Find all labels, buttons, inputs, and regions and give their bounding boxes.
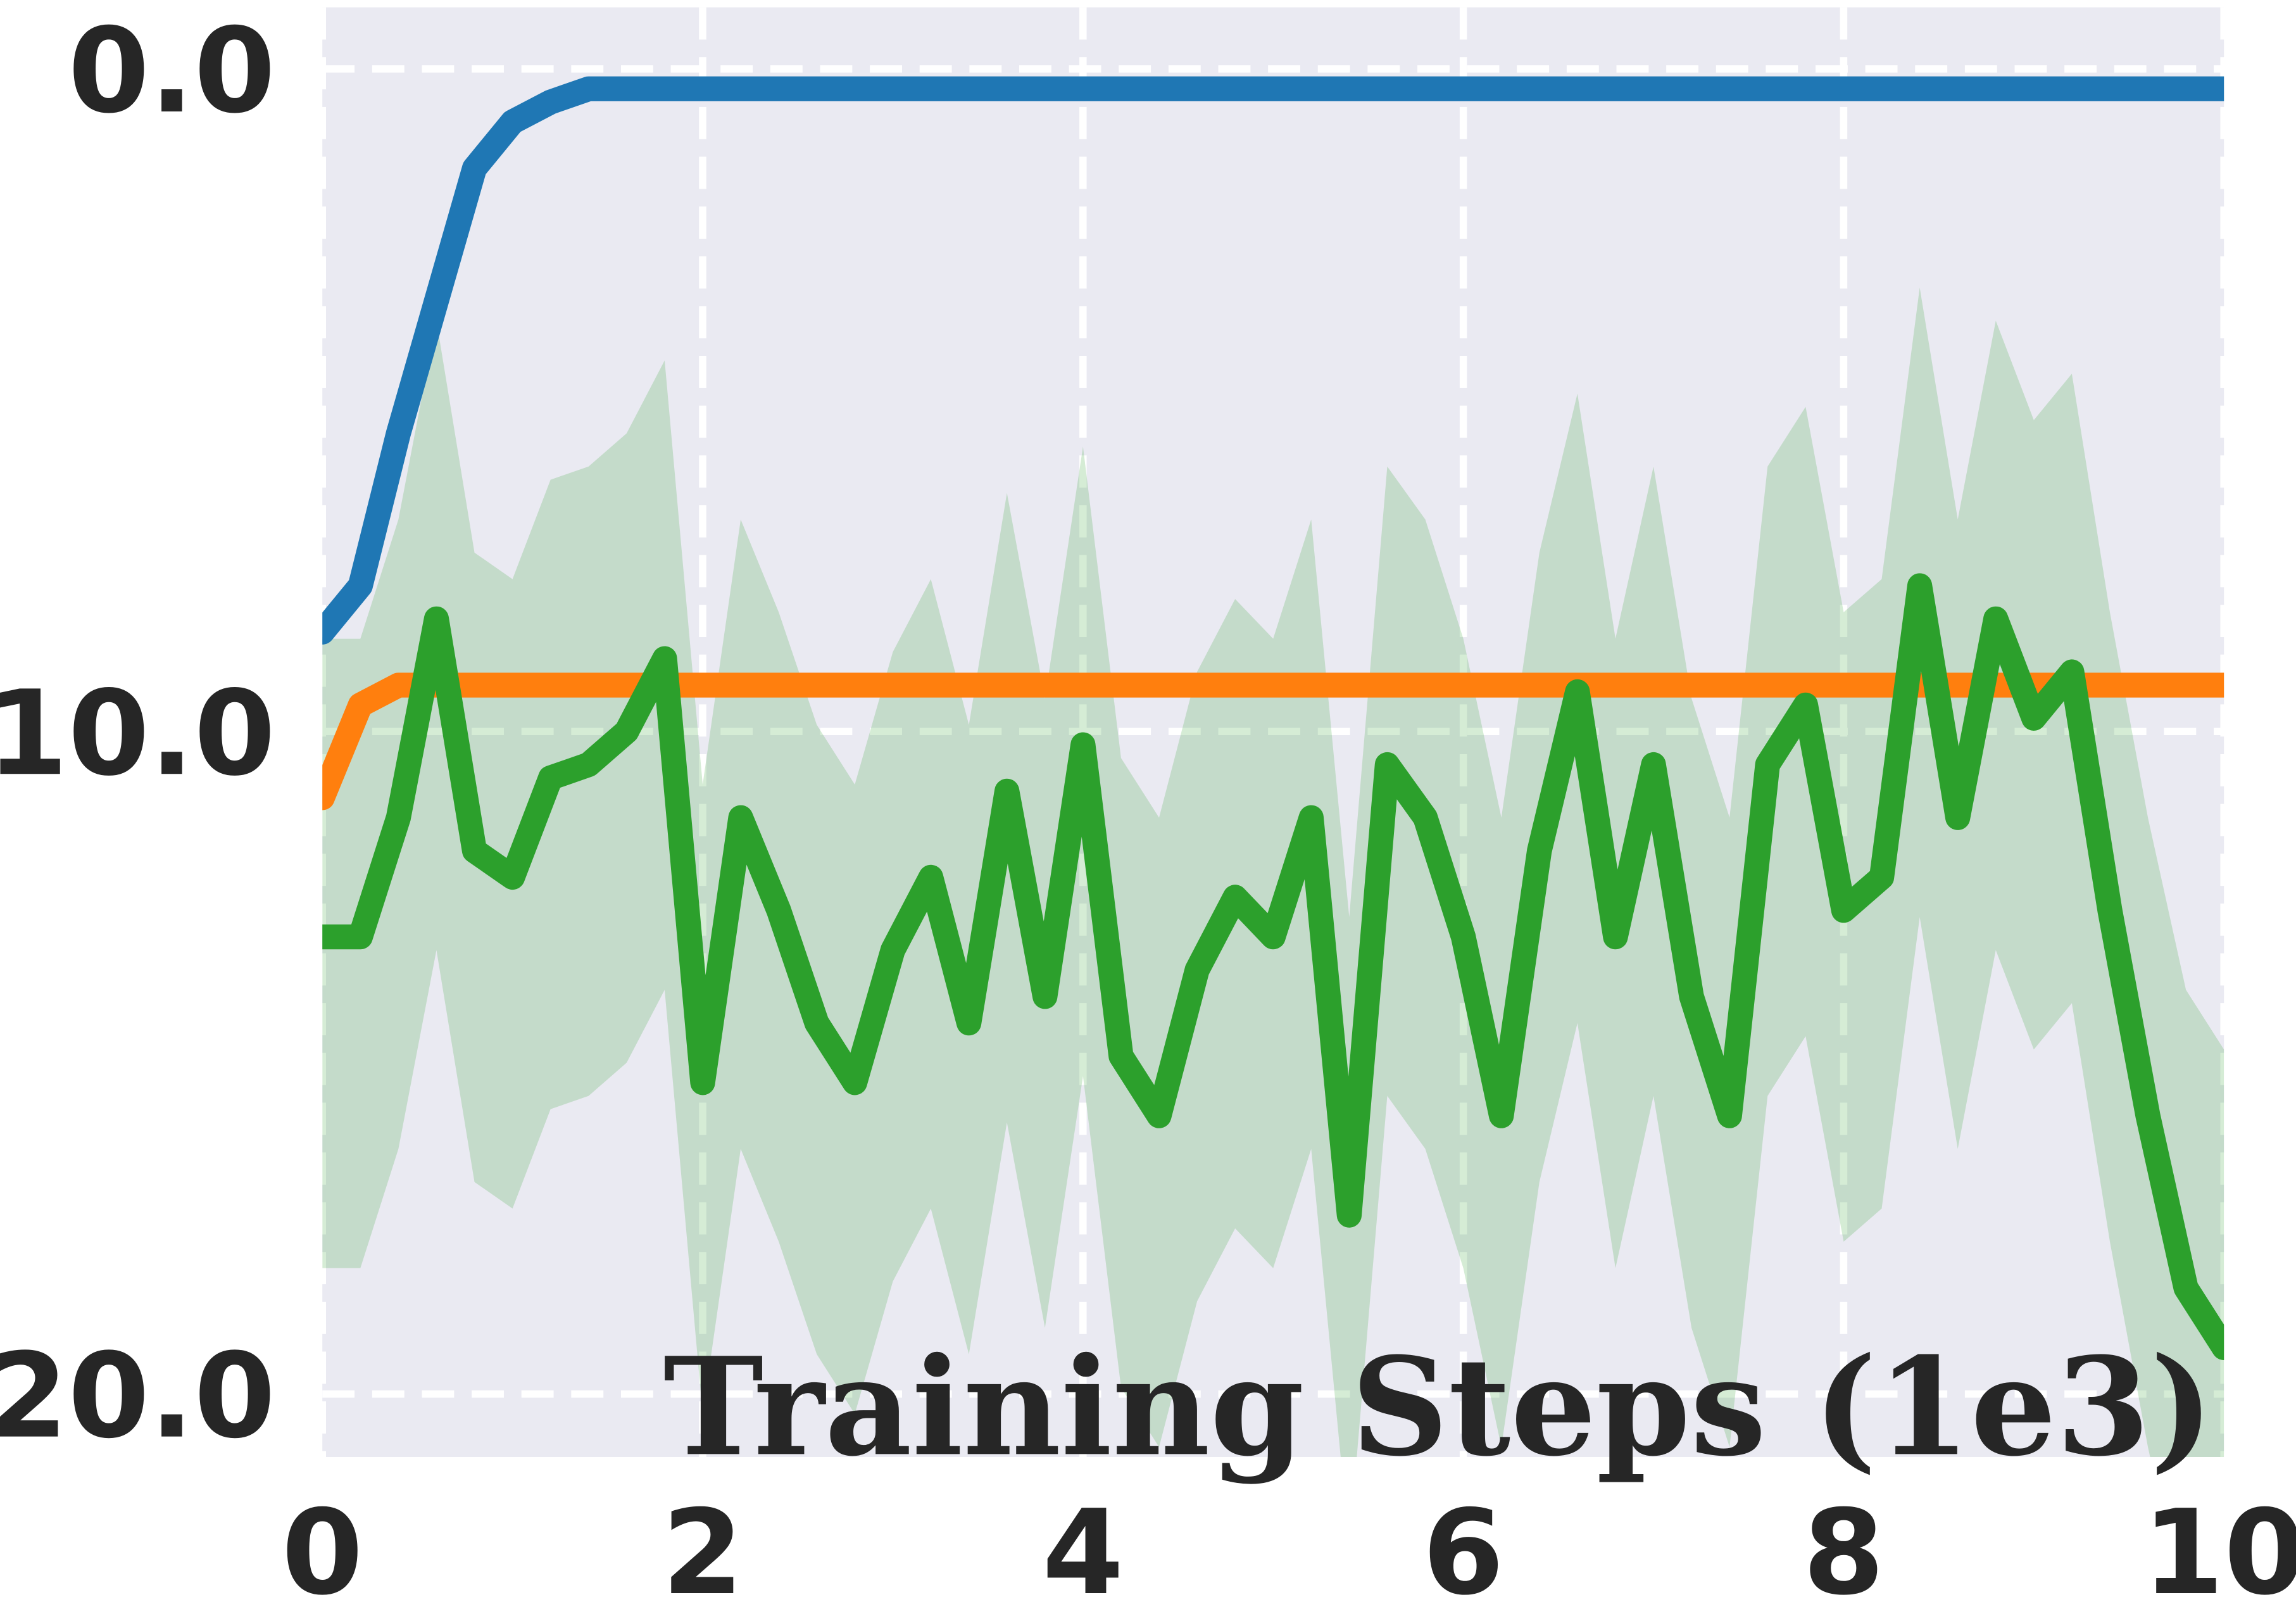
x-tick-label: 0	[282, 1484, 363, 1621]
x-tick-label: 2	[662, 1484, 744, 1621]
x-axis-label: Training Steps (1e3)	[663, 1328, 2214, 1486]
x-tick-label: 8	[1803, 1484, 1885, 1621]
x-tick-label: 4	[1042, 1484, 1124, 1621]
confidence-band	[322, 287, 2224, 1457]
x-tick-label: 6	[1422, 1484, 1504, 1621]
grid	[318, 7, 2228, 1457]
y-tick-label: -10.0	[0, 665, 275, 802]
line-series	[322, 76, 2224, 645]
line-series	[322, 573, 2224, 1361]
y-tick-label: -20.0	[0, 1328, 275, 1465]
y-tick-label: 0.0	[68, 3, 275, 139]
plot-area	[322, 76, 2224, 1457]
x-tick-label: 10	[2143, 1484, 2296, 1621]
